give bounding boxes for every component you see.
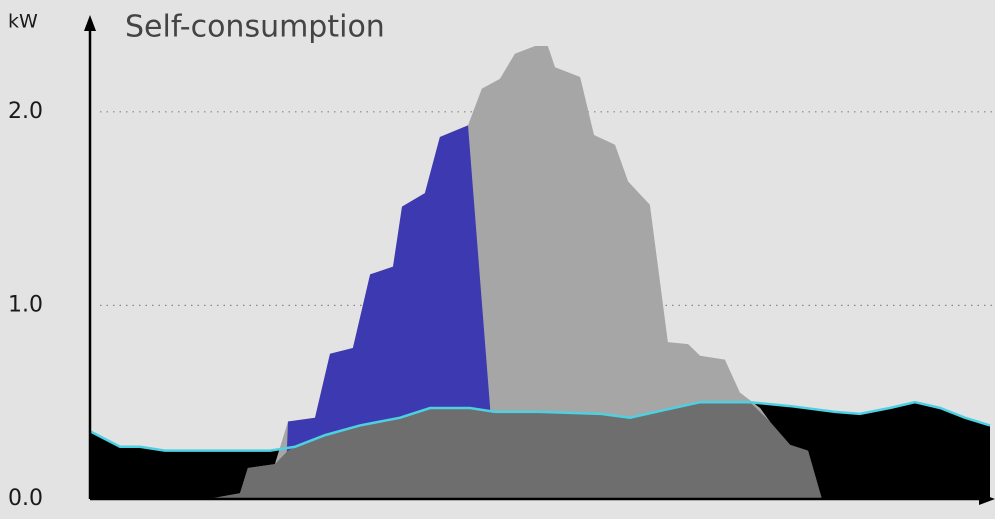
- line: [89, 400, 991, 452]
- area: [208, 402, 822, 499]
- x-axis-arrow: [979, 493, 995, 505]
- y-axis-label: kW: [8, 11, 38, 33]
- y-tick-label: 1.0: [8, 292, 43, 317]
- y-axis-arrow: [84, 15, 96, 31]
- y-tick-label: 2.0: [8, 99, 43, 124]
- area: [285, 125, 491, 500]
- chart-title: Self-consumption: [125, 10, 385, 45]
- y-tick-label: 0.0: [8, 486, 43, 511]
